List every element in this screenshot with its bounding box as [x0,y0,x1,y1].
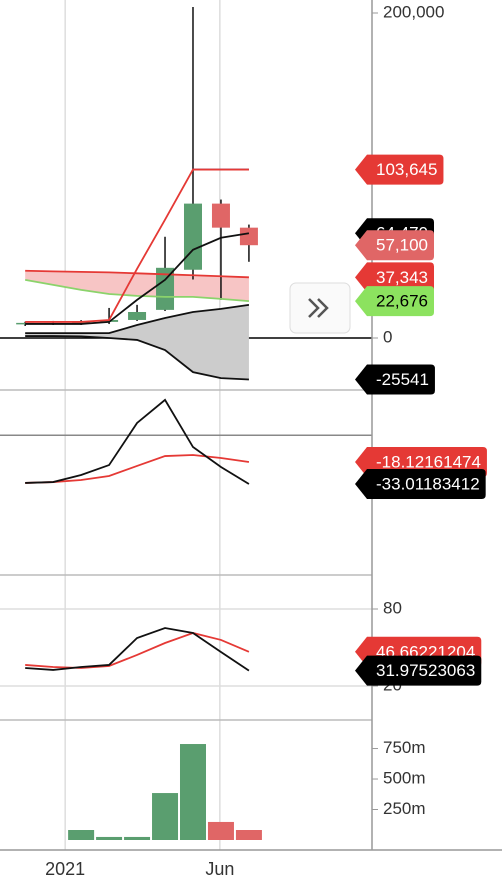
candle-body [183,203,202,270]
grid-layer [0,0,372,850]
series-line [25,232,250,325]
series-line [25,398,250,485]
price-tag: -33.01183412 [355,468,486,499]
price-tag: 22,676 [355,286,434,317]
price-tag-shape [355,655,482,686]
price-tag: 103,645 [355,154,444,185]
candle-body [128,312,147,320]
tags-layer: 103,64564,47057,10037,34322,676-25541-18… [355,154,487,686]
candle-body [211,203,230,228]
series-line [25,303,250,335]
series-line [25,278,250,303]
marks-layer [16,6,262,840]
y-tick-label: 80 [383,598,402,617]
volume-bar [124,836,151,840]
x-tick-label: 2021 [45,859,85,879]
price-tag-shape [355,262,434,293]
volume-bar [152,793,179,840]
series-line [25,632,250,669]
price-tag-shape [355,468,486,499]
series-line [25,269,249,279]
price-tag-label: 22,676 [376,292,428,311]
candle-body [239,227,258,246]
price-tag-label: 37,343 [376,268,428,287]
price-tag-label: 31.97523063 [376,661,475,680]
button-icon [308,298,329,318]
volume-bar [68,830,95,840]
price-tag: 31.97523063 [355,655,482,686]
y-tick-label: 250m [383,799,426,818]
candle-body [156,267,175,310]
volume-bar [96,836,123,840]
scroll-right-button[interactable] [289,282,351,334]
price-tag-label: 103,645 [376,160,437,179]
price-tag-label: -18.12161474 [376,452,481,471]
price-tag-shape [355,154,444,185]
price-tag-shape [355,364,435,395]
price-tag: 37,343 [355,262,434,293]
y-tick-label: 0 [383,327,392,346]
price-tag-shape [355,286,434,317]
volume-bar [179,744,206,840]
price-tag-shape [355,230,434,261]
price-tag-label: -25541 [376,370,429,389]
y-tick-label: 750m [383,738,426,757]
area [25,304,249,380]
volume-bar [235,830,262,840]
button-bg [289,282,351,334]
price-tag-label: -33.01183412 [376,474,480,493]
y-tick-label: 200,000 [383,2,444,21]
price-tag: -25541 [355,364,435,395]
y-tick-label: 500m [383,769,426,788]
x-tick-label: Jun [205,859,234,879]
series-line [25,168,249,323]
price-tag-label: 57,100 [376,236,428,255]
price-tag: 57,100 [355,230,434,261]
series-line [25,454,250,484]
series-line [25,335,249,381]
series-line [25,627,250,672]
volume-bar [207,821,234,840]
